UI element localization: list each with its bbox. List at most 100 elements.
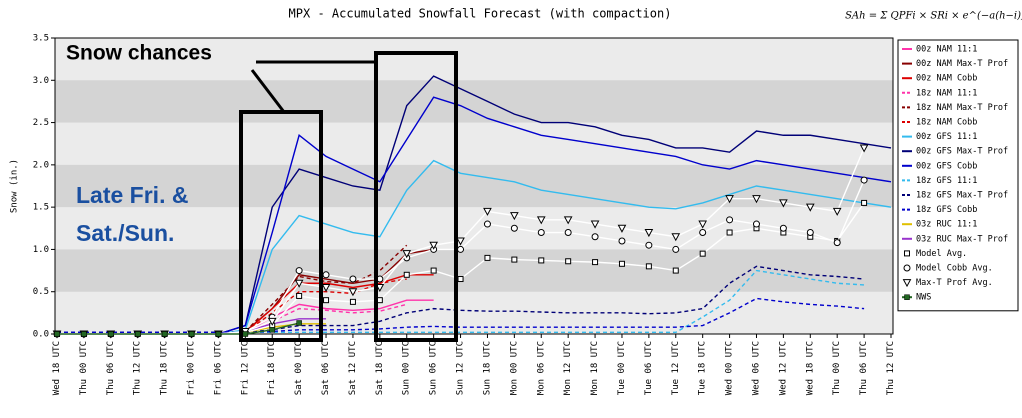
x-tick-label: Tue 00 UTC [617, 341, 627, 395]
marker [644, 229, 654, 238]
legend-label: 03z RUC Max-T Prof [916, 234, 1008, 244]
x-tick-label: Sun 06 UTC [429, 341, 439, 395]
marker [618, 260, 625, 267]
x-tick-label: Wed 12 UTC [778, 341, 788, 395]
marker [457, 276, 464, 283]
x-tick-label: Sun 18 UTC [482, 341, 492, 395]
marker [618, 237, 626, 245]
grid-band [55, 249, 893, 292]
marker [161, 331, 168, 337]
marker [538, 257, 545, 264]
marker [590, 220, 600, 229]
y-tick-label: 0.0 [33, 330, 49, 340]
marker [510, 212, 519, 221]
marker [296, 292, 303, 299]
x-tick-label: Sat 18 UTC [375, 341, 385, 395]
chart-title: MPX - Accumulated Snowfall Forecast (wit… [289, 7, 672, 21]
marker [672, 267, 679, 274]
x-tick-label: Sat 12 UTC [348, 341, 358, 395]
annotation: Snow chances [66, 42, 212, 65]
series [54, 320, 302, 337]
marker [859, 144, 869, 153]
legend-label: Model Avg. [916, 249, 967, 259]
marker [483, 220, 491, 228]
marker [81, 331, 87, 337]
legend-label: 03z RUC 11:1 [916, 220, 977, 230]
x-tick-label: Mon 18 UTC [590, 341, 600, 395]
x-tick-label: Wed 06 UTC [751, 341, 761, 395]
marker [510, 224, 518, 232]
x-tick-label: Wed 18 UTC [805, 341, 815, 395]
x-tick-label: Tue 12 UTC [671, 341, 681, 395]
x-tick-label: Thu 00 UTC [832, 341, 842, 395]
annotation: Sat./Sun. [76, 220, 174, 246]
marker [215, 331, 222, 337]
legend-label: 18z GFS 11:1 [916, 176, 977, 186]
legend-label: 00z GFS 11:1 [916, 132, 977, 142]
marker [537, 229, 545, 237]
marker [484, 254, 491, 261]
x-tick-label: Sun 00 UTC [402, 341, 412, 395]
x-tick-label: Fri 00 UTC [187, 341, 197, 395]
x-tick-label: Tue 18 UTC [698, 341, 708, 395]
marker [592, 259, 599, 266]
y-tick-label: 2.5 [33, 118, 49, 128]
legend-label: 18z GFS Cobb [916, 205, 977, 215]
marker [296, 320, 302, 326]
marker [779, 224, 787, 232]
y-tick-label: 0.5 [33, 287, 49, 297]
marker [429, 241, 438, 250]
marker [295, 267, 303, 275]
marker [430, 267, 437, 274]
legend-label: NWS [916, 293, 931, 303]
x-tick-label: Thu 18 UTC [160, 341, 170, 395]
marker [322, 271, 330, 279]
grid-band [55, 80, 893, 123]
legend-swatch [904, 250, 910, 257]
legend-label: 18z NAM Cobb [916, 118, 977, 128]
marker [321, 283, 331, 293]
legend-swatch [903, 264, 911, 272]
legend-swatch [904, 294, 910, 300]
arrow [250, 69, 286, 113]
legend-label: 18z NAM Max-T Prof [916, 103, 1008, 113]
x-tick-label: Fri 06 UTC [213, 341, 223, 395]
x-tick-label: Tue 06 UTC [644, 341, 654, 395]
x-tick-label: Wed 00 UTC [725, 341, 735, 395]
marker [565, 258, 572, 265]
legend-label: 00z NAM 11:1 [916, 45, 977, 55]
plot-frame [54, 37, 894, 335]
legend-label: 00z GFS Max-T Prof [916, 147, 1008, 157]
x-tick-label: Thu 12 UTC [886, 341, 896, 395]
marker [402, 250, 412, 259]
marker [54, 331, 60, 337]
marker [645, 241, 653, 249]
marker [591, 233, 599, 241]
y-tick-label: 3.5 [33, 34, 49, 44]
marker [725, 195, 734, 204]
marker [323, 297, 330, 304]
legend-box [897, 39, 1019, 312]
x-tick-label: Thu 06 UTC [106, 341, 116, 395]
legend-label: 00z NAM Max-T Prof [916, 59, 1008, 69]
x-tick-label: Fri 12 UTC [240, 341, 250, 395]
marker [188, 331, 195, 337]
annotations: Snow chances Late Fri. & Sat./Sun. [66, 42, 458, 342]
x-tick-label: Mon 12 UTC [563, 341, 573, 395]
marker [456, 237, 465, 246]
legend-label: Model Cobb Avg. [916, 264, 993, 274]
marker [375, 283, 385, 293]
x-tick-label: Thu 00 UTC [79, 341, 89, 395]
marker [376, 297, 383, 304]
marker [269, 327, 275, 333]
grid-band [55, 164, 893, 208]
x-tick-label: Thu 12 UTC [133, 341, 143, 395]
marker [564, 229, 572, 237]
marker [267, 317, 277, 326]
x-tick-label: Sat 06 UTC [321, 341, 331, 395]
legend-label: Max-T Prof Avg. [916, 278, 993, 288]
marker [698, 220, 708, 229]
marker [617, 224, 627, 233]
x-tick-label: Mon 06 UTC [536, 341, 546, 395]
